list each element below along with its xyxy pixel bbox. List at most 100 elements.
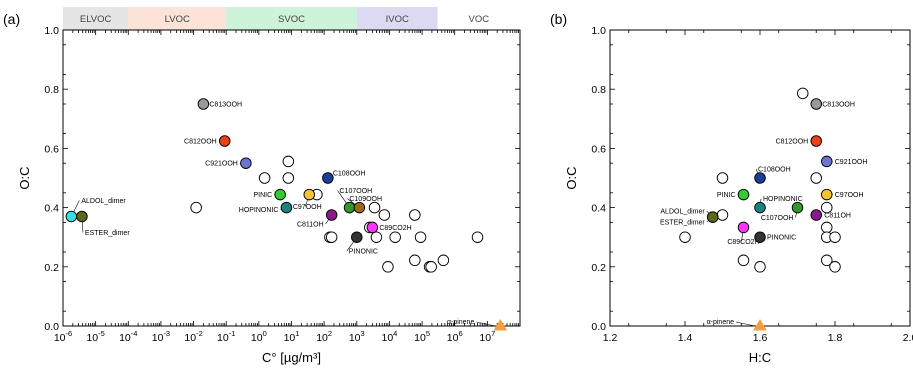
x-axis-label: C° [µg/m³] <box>262 350 321 365</box>
point-aldol_dimer <box>65 210 78 223</box>
y-tick-label: 1.0 <box>44 25 59 37</box>
label-leader <box>735 321 756 327</box>
y-tick-label: 1.0 <box>591 25 606 37</box>
open-point <box>382 261 394 273</box>
point-label: C813OOH <box>209 102 242 109</box>
point-pinic <box>737 188 750 201</box>
open-point <box>810 172 823 184</box>
point-label: C89CO2H <box>379 225 411 232</box>
point-label: PINONIC <box>349 249 378 256</box>
panel-a: ELVOC LVOC SVOC IVOC VOC 0.0 0.2 0.4 0.6 0.8 1.0 10… <box>3 7 521 365</box>
y-tick-label: 0.8 <box>44 84 59 96</box>
point-c107ooh <box>343 201 356 214</box>
open-point <box>821 201 833 214</box>
point-label: C812OOH <box>184 139 217 146</box>
point-label: ALDOL_dimer <box>81 198 126 205</box>
x-tick-label: 1.6 <box>753 332 768 344</box>
x-tick-label: 101 <box>284 329 300 344</box>
open-point <box>821 254 833 267</box>
point-label: C97OOH <box>293 204 322 211</box>
volatility-band-label: IVOC <box>386 14 409 25</box>
open-point <box>425 261 437 273</box>
open-point <box>829 231 841 243</box>
x-tick-label: 1.8 <box>828 332 843 344</box>
open-point <box>282 172 295 184</box>
reference-label: α-pinene <box>447 319 475 326</box>
point-c812ooh <box>218 135 231 147</box>
point-label: C812OOH <box>776 139 809 146</box>
point-label: C97OOH <box>835 192 864 199</box>
y-tick-label: 0.0 <box>44 321 59 333</box>
point-c812ooh <box>810 135 823 147</box>
open-point <box>368 201 381 214</box>
x-tick-label: 1.4 <box>678 332 693 344</box>
point-label: C811OH <box>297 222 324 229</box>
point-label: ESTER_dimer <box>660 220 705 227</box>
y-tick-label: 0.6 <box>591 143 606 155</box>
open-point <box>829 261 841 273</box>
y-tick-label: 0.4 <box>591 203 606 215</box>
point-label: C107OOH <box>340 188 373 195</box>
point-label: C107OOH <box>761 215 794 222</box>
open-point <box>437 254 450 267</box>
panel-label: (a) <box>3 11 20 27</box>
open-point <box>409 209 421 221</box>
point-c921ooh <box>821 155 833 168</box>
point-pinic <box>274 188 286 201</box>
open-point <box>389 231 401 243</box>
point-hopinonic <box>280 201 293 214</box>
y-tick-label: 0.4 <box>44 203 59 215</box>
open-point <box>737 254 750 267</box>
reference-triangle <box>753 319 767 331</box>
open-point <box>282 155 295 168</box>
y-tick-label: 0.8 <box>591 84 606 96</box>
open-point <box>414 231 427 243</box>
volatility-band <box>356 7 438 30</box>
point-pinonic <box>754 231 766 243</box>
x-tick-label: 107 <box>479 329 495 344</box>
open-point <box>797 87 809 100</box>
point-label: ESTER_dimer <box>85 230 130 237</box>
point-c109ooh <box>353 201 366 214</box>
open-point <box>409 254 421 267</box>
point-c89co2h <box>737 221 750 234</box>
volatility-band-label: LVOC <box>165 14 190 25</box>
volatility-band-label: VOC <box>469 14 490 25</box>
point-label: C921OOH <box>835 159 868 166</box>
x-tick-label: 105 <box>414 329 430 344</box>
point-c813ooh <box>197 98 210 110</box>
volatility-band <box>437 7 520 30</box>
point-c811oh <box>810 209 823 221</box>
volatility-band-label: ELVOC <box>80 14 112 25</box>
x-tick-label: 100 <box>251 329 267 344</box>
open-point <box>716 209 729 221</box>
point-label: C108OOH <box>758 167 791 174</box>
x-tick-label: 10-1 <box>217 329 235 344</box>
open-point <box>754 261 766 273</box>
point-label: HOPINONIC <box>763 196 803 203</box>
open-point <box>679 231 691 243</box>
point-c107ooh <box>791 201 804 214</box>
x-axis-label: H:C <box>749 350 771 365</box>
reference-label: α-pinene <box>707 319 735 326</box>
reference-triangle <box>493 319 508 331</box>
point-label: PINONIC <box>767 235 796 242</box>
label-leader <box>476 321 496 327</box>
point-label: C89CO2H <box>727 239 759 246</box>
point-c811oh <box>325 209 338 221</box>
x-tick-label: 104 <box>381 329 397 344</box>
x-tick-label: 10-5 <box>86 329 104 344</box>
y-tick-label: 0.2 <box>44 262 59 274</box>
x-tick-label: 10-4 <box>119 329 137 344</box>
open-point <box>471 231 484 243</box>
x-tick-label: 103 <box>349 329 365 344</box>
y-tick-label: 0.6 <box>44 143 59 155</box>
open-point <box>325 231 338 243</box>
point-label: ALDOL_dimer <box>660 209 705 216</box>
point-c97ooh <box>303 188 316 201</box>
point-label: C813OOH <box>822 102 855 109</box>
point-pinonic <box>351 231 363 243</box>
y-axis-label: O:C <box>17 166 32 189</box>
point-c813ooh <box>810 98 823 110</box>
